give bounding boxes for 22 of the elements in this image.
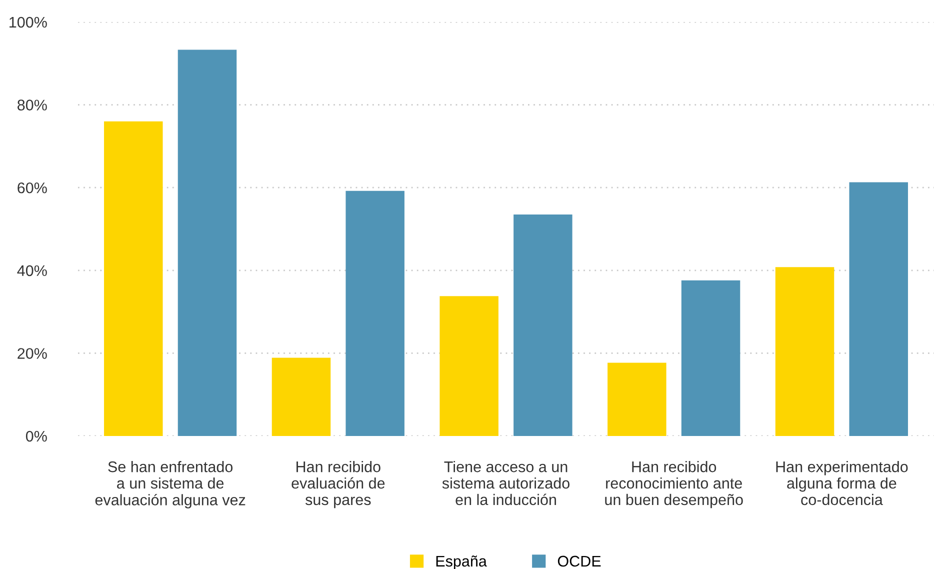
y-tick-label: 60%: [18, 182, 47, 194]
x-tick-label: Tiene acceso a un sistema autorizado en la inducción: [442, 461, 570, 506]
x-tick-label: Se han enfrentado a un sistema de evaluación alguna vez: [95, 461, 246, 508]
bar: [346, 190, 404, 436]
bar: [681, 280, 740, 436]
y-tick-label: 80%: [18, 100, 47, 110]
x-tick-label: Han recibido evaluación de sus pares: [292, 461, 385, 508]
x-tick-label: Han recibido reconocimiento ante un buen desempeño: [605, 461, 743, 508]
y-tick-label: 100%: [10, 16, 47, 28]
y-tick-label: 0%: [26, 430, 47, 442]
bar: [178, 50, 237, 436]
x-tick-label: Han experimentado alguna forma de co-docencia: [776, 461, 908, 506]
bar: [608, 362, 666, 436]
y-tick-label: 20%: [18, 348, 47, 359]
bar: [272, 358, 331, 436]
bar: [849, 182, 908, 436]
y-tick-label: 40%: [17, 265, 47, 276]
legend-label: OCDE: [558, 556, 601, 567]
bar: [440, 296, 498, 436]
bar: [514, 214, 572, 436]
bar: [104, 121, 163, 436]
bar: [775, 267, 834, 436]
